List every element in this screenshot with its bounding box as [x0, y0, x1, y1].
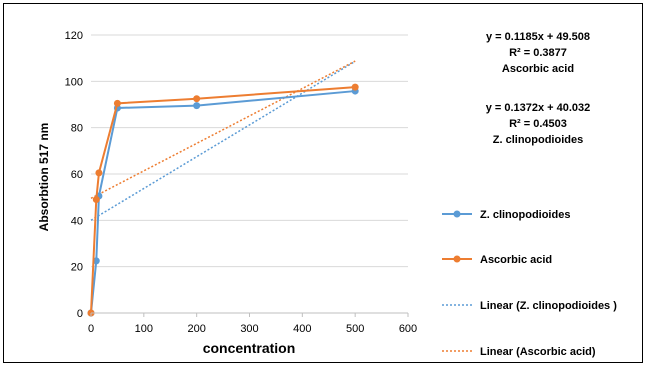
y-tick-label: 100: [65, 76, 83, 88]
data-point-ascorbic-acid: [95, 169, 103, 177]
ascorbic-r2: R² = 0.3877: [509, 47, 567, 59]
trendline-z-clinopodioides: [90, 60, 356, 221]
legend-item-ascorbic-acid: Ascorbic acid: [442, 254, 552, 266]
y-tick-label: 0: [77, 308, 83, 320]
legend-label-linear-z-clinopodioides: Linear (Z. clinopodioides ): [480, 300, 617, 312]
chart-svg: 0 20 40 60 80 100 120 0 100 200 300 400 500 600 conce…: [37, 30, 617, 358]
z-clino-r2: R² = 0.4503: [509, 118, 567, 130]
annotation-layer: y = 0.1185x + 49.508 R² = 0.3877 Ascorbi…: [486, 31, 591, 146]
data-point-ascorbic-acid: [92, 195, 100, 203]
x-tick-label: 200: [187, 323, 205, 335]
z-clino-annotation-label: Z. clinopodioides: [493, 134, 583, 146]
data-point-ascorbic-acid: [113, 99, 121, 107]
x-tick-label: 500: [346, 323, 364, 335]
data-point-z-clinopodioides: [193, 102, 201, 110]
legend-label-z-clinopodioides: Z. clinopodioides: [480, 209, 570, 221]
y-axis-title: Absorbtion 517 nm: [37, 123, 51, 232]
legend-item-linear-z-clinopodioides: Linear (Z. clinopodioides ): [442, 300, 617, 312]
y-tick-label: 80: [71, 123, 83, 135]
x-tick-label: 600: [399, 323, 417, 335]
x-tick-label: 400: [293, 323, 311, 335]
series-layer: [87, 83, 359, 317]
x-tick-label: 0: [88, 323, 94, 335]
chart-frame: 0 20 40 60 80 100 120 0 100 200 300 400 500 600 conce…: [3, 3, 643, 363]
data-point-ascorbic-acid: [351, 83, 359, 91]
x-tick-label: 100: [135, 323, 153, 335]
y-tick-label: 20: [71, 262, 83, 274]
trendline-ascorbic-acid: [90, 60, 356, 199]
ascorbic-annotation-label: Ascorbic acid: [502, 63, 574, 75]
legend: Z. clinopodioides Ascorbic acid Linear (…: [442, 209, 617, 358]
grid-layer: [91, 34, 408, 268]
ascorbic-equation: y = 0.1185x + 49.508: [486, 31, 590, 43]
x-axis-title: concentration: [203, 340, 296, 356]
y-tick-label: 120: [65, 30, 83, 42]
series-line-ascorbic-acid: [90, 86, 356, 314]
legend-label-ascorbic-acid: Ascorbic acid: [480, 254, 552, 266]
legend-marker-icon: [453, 210, 461, 218]
axis-layer: 0 20 40 60 80 100 120 0 100 200 300 400 500 600: [65, 30, 418, 335]
data-point-z-clinopodioides: [92, 257, 100, 265]
y-tick-label: 40: [71, 215, 83, 227]
z-clino-equation: y = 0.1372x + 40.032: [486, 102, 591, 114]
legend-item-z-clinopodioides: Z. clinopodioides: [442, 209, 570, 221]
legend-item-linear-ascorbic-acid: Linear (Ascorbic acid): [442, 346, 596, 358]
data-point-ascorbic-acid: [193, 95, 201, 103]
series-line-z-clinopodioides: [90, 90, 356, 314]
y-tick-label: 60: [71, 169, 83, 181]
x-tick-label: 300: [240, 323, 258, 335]
trendline-layer: [90, 60, 356, 221]
legend-label-linear-ascorbic-acid: Linear (Ascorbic acid): [480, 346, 596, 358]
legend-marker-icon: [453, 255, 461, 263]
